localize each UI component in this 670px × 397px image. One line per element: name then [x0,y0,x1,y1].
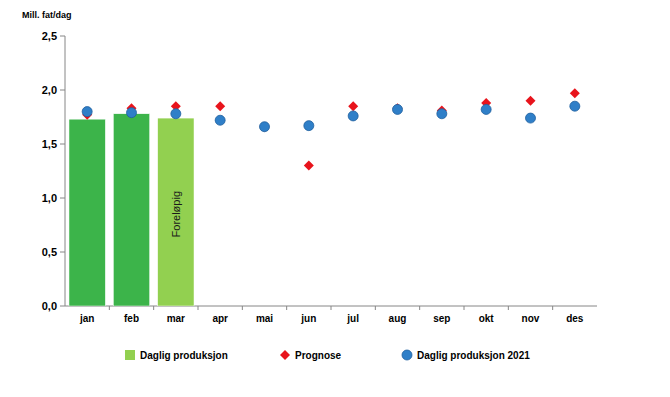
y-tick-label: 0,5 [42,246,57,258]
x-tick [286,306,287,310]
circle-marker [348,111,358,121]
legend-label: Daglig produksjon [140,350,228,361]
y-tick-label: 2,0 [42,84,57,96]
y-tick-label: 1,5 [42,138,57,150]
circle-marker [260,122,270,132]
x-tick [375,306,376,310]
y-tick [60,90,65,91]
x-tick [153,306,154,310]
circle-marker [304,121,314,131]
x-tick [198,306,199,310]
legend-swatch [402,350,412,360]
x-tick-label: apr [212,313,228,324]
chart: Mill. fat/dag 0,0 0,5 1,0 1,5 2,0 2,5 jan feb mar… [0,0,670,397]
bar [113,114,149,306]
diamond-marker [570,88,580,98]
x-tick-label: jul [346,313,359,324]
x-tick-label: mar [167,313,185,324]
circle-marker [127,108,137,118]
circle-marker [526,113,536,123]
circle-marker [481,104,491,114]
y-tick-label: 0,0 [42,300,57,312]
x-tick [419,306,420,310]
diamond-marker [526,96,536,106]
circle-marker [570,101,580,111]
x-tick-label: okt [479,313,495,324]
x-tick-label: feb [124,313,139,324]
circle-marker [393,104,403,114]
y-tick [60,306,65,307]
y-axis-label: Mill. fat/dag [22,10,72,20]
x-tick-label: sep [433,313,450,324]
x-tick-label: nov [522,313,540,324]
x-tick [552,306,553,310]
bar [69,119,105,306]
y-tick [60,198,65,199]
y-tick-label: 1,0 [42,192,57,204]
y-tick [60,144,65,145]
plot-area [69,88,580,306]
y-tick [60,36,65,37]
y-axis [65,36,66,306]
y-tick-label: 2,5 [42,30,57,42]
diamond-marker [348,101,358,111]
x-tick-label: jan [79,313,94,324]
x-tick [242,306,243,310]
annotation: Foreløpig [170,191,182,237]
diamond-marker [215,101,225,111]
circle-marker [82,107,92,117]
x-tick [464,306,465,310]
x-tick-label: des [566,313,584,324]
circle-marker [171,109,181,119]
circle-marker [437,109,447,119]
x-tick-label: aug [389,313,407,324]
x-tick [508,306,509,310]
legend-swatch [125,350,135,360]
x-tick [331,306,332,310]
circle-marker [215,115,225,125]
legend-label: Prognose [295,350,342,361]
y-tick [60,252,65,253]
x-tick-label: jun [300,313,316,324]
x-tick-label: mai [256,313,273,324]
diamond-marker [304,161,314,171]
legend-label: Daglig produksjon 2021 [417,350,530,361]
bar [158,118,194,306]
legend-swatch [280,350,290,360]
diamond-marker [260,122,270,132]
x-tick [109,306,110,310]
